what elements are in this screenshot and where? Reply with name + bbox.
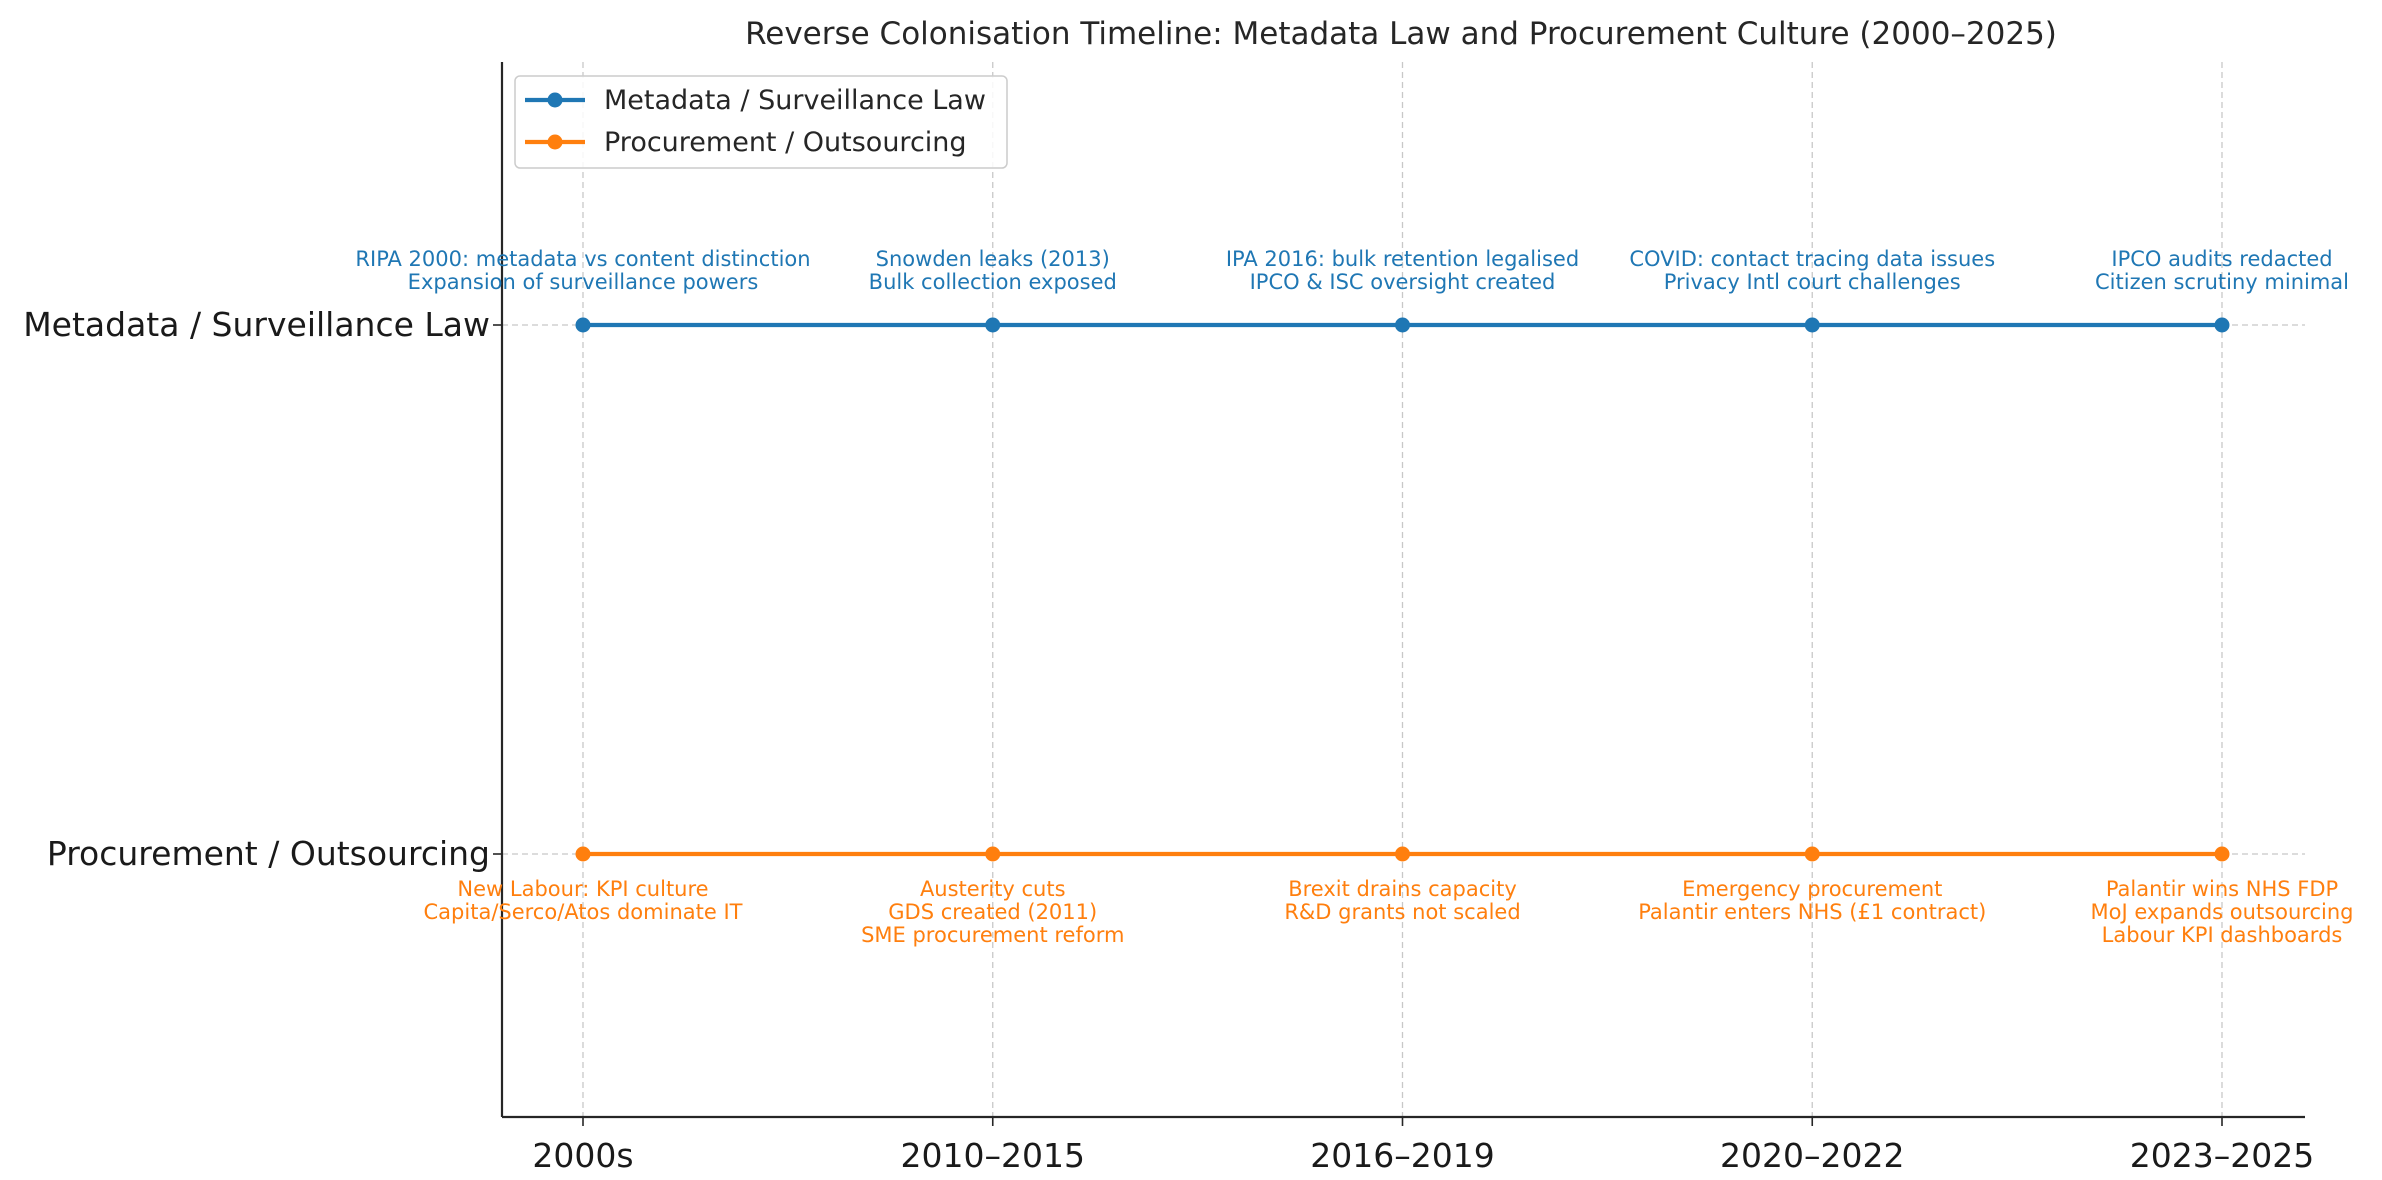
chart-title: Reverse Colonisation Timeline: Metadata … [745,16,2057,52]
event-annotation: Snowden leaks (2013) Bulk collection expo… [869,247,1117,294]
x-tick-label: 2023–2025 [2130,1136,2314,1175]
data-point [1395,846,1410,862]
event-annotation: RIPA 2000: metadata vs content distincti… [355,247,810,294]
data-point [2214,846,2230,862]
data-point [575,317,591,333]
legend: Metadata / Surveillance Law Procurement /… [514,75,1008,169]
event-annotation: Austerity cuts GDS created (2011) SME proc… [861,877,1124,947]
x-axis-ticks: 2000s 2010–2015 2016–2019 2020–2022 2023–202… [532,1117,2314,1175]
event-annotation: New Labour: KPI culture Capita/Serco/Atos… [424,877,743,924]
x-tick-label: 2020–2022 [1720,1136,1904,1175]
legend-box [514,75,1008,169]
legend-label: Metadata / Surveillance Law [604,85,986,116]
data-point [1804,317,1820,333]
legend-marker [547,134,563,150]
x-tick-label: 2016–2019 [1310,1136,1494,1175]
data-point [985,846,1001,862]
x-tick-label: 2000s [532,1136,633,1175]
event-annotation: IPCO audits redacted Citizen scrutiny min… [2095,247,2349,294]
y-tick-label: Metadata / Surveillance Law [23,305,490,344]
event-annotation: IPA 2016: bulk retention legalised IPCO &… [1226,247,1579,294]
event-annotation: Brexit drains capacity R&D grants not sca… [1284,877,1520,924]
data-point [1804,846,1820,862]
event-annotation: Emergency procurement Palantir enters NHS… [1638,877,1986,924]
x-tick-label: 2010–2015 [901,1136,1085,1175]
data-point [2214,317,2230,333]
legend-label: Procurement / Outsourcing [604,127,967,158]
axes [500,62,2305,1119]
data-point [575,846,591,862]
y-tick-label: Procurement / Outsourcing [47,834,490,873]
data-point [1395,317,1410,333]
event-annotations: RIPA 2000: metadata vs content distincti… [355,247,2353,947]
event-annotation: Palantir wins NHS FDP MoJ expands outsour… [2091,877,2354,947]
y-axis-ticks: Metadata / Surveillance Law Procurement /… [23,305,502,873]
series-lines [575,317,2230,862]
event-annotation: COVID: contact tracing data issues Privac… [1629,247,1995,294]
legend-marker [547,92,563,108]
data-point [985,317,1001,333]
